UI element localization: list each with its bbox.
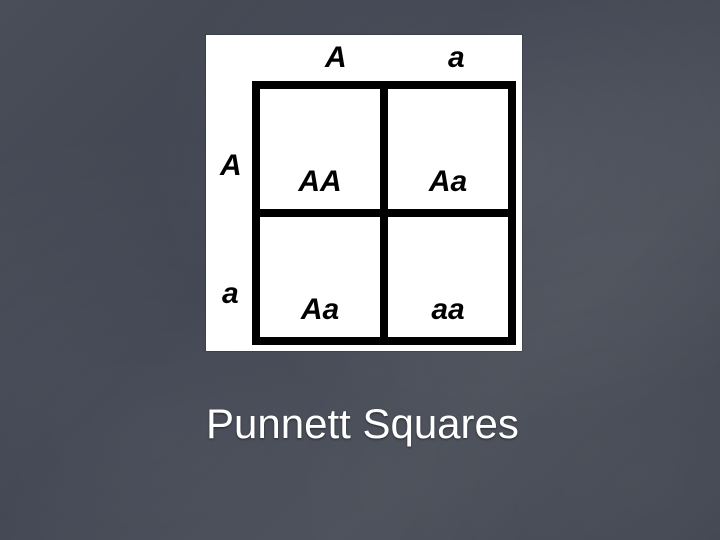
cell-text-r1c1: AA: [298, 165, 341, 199]
cell-text-r2c2: aa: [431, 293, 464, 327]
col-header-1: A: [325, 41, 347, 75]
col-header-2: a: [448, 41, 465, 75]
punnett-grid: AA Aa Aa aa: [252, 81, 516, 345]
cell-r1c2: Aa: [384, 85, 512, 213]
punnett-panel: A a A a AA Aa Aa aa: [206, 35, 522, 351]
cell-r1c1: AA: [256, 85, 384, 213]
slide: A a A a AA Aa Aa aa Punnett Squares: [0, 0, 720, 540]
row-header-1: A: [220, 149, 242, 183]
cell-text-r2c1: Aa: [301, 293, 339, 327]
punnett-inner: A a A a AA Aa Aa aa: [210, 39, 518, 347]
cell-text-r1c2: Aa: [429, 165, 467, 199]
cell-r2c1: Aa: [256, 213, 384, 341]
cell-r2c2: aa: [384, 213, 512, 341]
row-header-2: a: [222, 277, 239, 311]
slide-caption: Punnett Squares: [206, 400, 519, 448]
